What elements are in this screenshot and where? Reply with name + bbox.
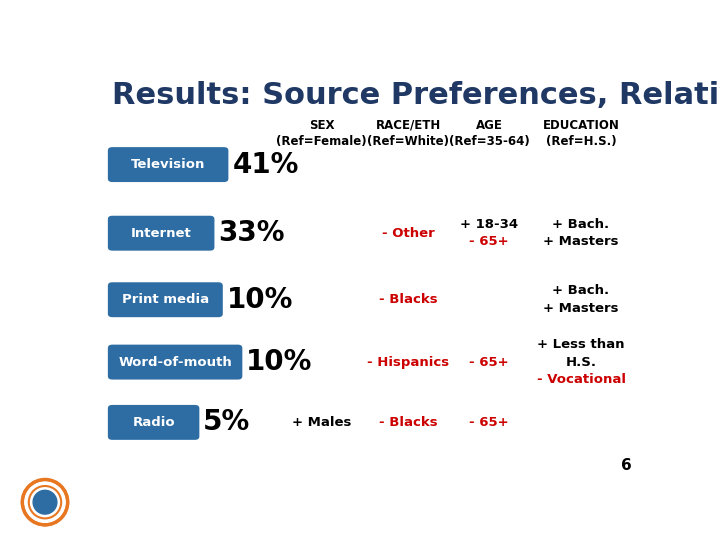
FancyBboxPatch shape <box>108 405 199 440</box>
Text: - Blacks: - Blacks <box>379 293 437 306</box>
Text: - 65+: - 65+ <box>469 416 509 429</box>
Text: + Males: + Males <box>292 416 351 429</box>
Text: - 65+: - 65+ <box>469 356 509 369</box>
Text: + Bach.: + Bach. <box>552 218 610 231</box>
Text: H.S.: H.S. <box>565 356 597 369</box>
Text: 6: 6 <box>621 458 631 473</box>
Text: Print media: Print media <box>122 293 209 306</box>
Text: Television: Television <box>131 158 205 171</box>
Circle shape <box>33 490 57 514</box>
Text: Results: Source Preferences, Relative to TV: Results: Source Preferences, Relative to… <box>112 82 720 111</box>
Text: Radio: Radio <box>132 416 175 429</box>
Text: SEX
(Ref=Female): SEX (Ref=Female) <box>276 119 367 148</box>
FancyBboxPatch shape <box>108 216 215 251</box>
Text: 10%: 10% <box>227 286 293 314</box>
Text: + 18-34: + 18-34 <box>460 218 518 231</box>
Text: + Less than: + Less than <box>537 338 625 351</box>
Text: + Masters: + Masters <box>544 235 618 248</box>
Text: - Other: - Other <box>382 227 434 240</box>
Text: 33%: 33% <box>218 219 285 247</box>
FancyBboxPatch shape <box>108 345 243 380</box>
Text: AGE
(Ref=35-64): AGE (Ref=35-64) <box>449 119 529 148</box>
Text: - Blacks: - Blacks <box>379 416 437 429</box>
Text: 41%: 41% <box>233 151 299 179</box>
Text: - Hispanics: - Hispanics <box>367 356 449 369</box>
Text: + Masters: + Masters <box>544 302 618 315</box>
Text: 10%: 10% <box>246 348 312 376</box>
Text: - 65+: - 65+ <box>469 235 509 248</box>
Text: Internet: Internet <box>131 227 192 240</box>
Text: EDUCATION
(Ref=H.S.): EDUCATION (Ref=H.S.) <box>543 119 619 148</box>
FancyBboxPatch shape <box>108 282 222 317</box>
FancyBboxPatch shape <box>108 147 228 182</box>
Text: - Vocational: - Vocational <box>536 373 626 386</box>
Text: RACE/ETH
(Ref=White): RACE/ETH (Ref=White) <box>367 119 449 148</box>
Text: 5%: 5% <box>203 408 251 436</box>
Text: + Bach.: + Bach. <box>552 285 610 298</box>
Text: Word-of-mouth: Word-of-mouth <box>118 356 232 369</box>
